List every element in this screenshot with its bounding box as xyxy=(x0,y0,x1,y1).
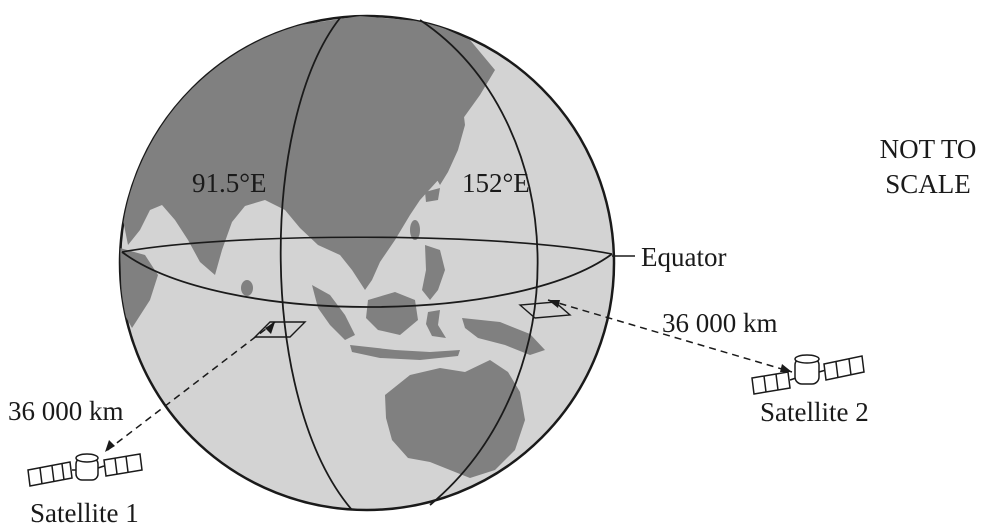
borneo xyxy=(366,292,418,335)
arrowhead-2-satellite xyxy=(780,364,792,372)
equator-line-front xyxy=(121,251,613,308)
arrowhead-1-globe xyxy=(265,322,275,334)
satellite-1-label: Satellite 1 xyxy=(30,498,139,528)
right-angle-marker-1 xyxy=(253,321,307,338)
japan-south xyxy=(425,188,440,202)
asia-landmass xyxy=(120,16,495,290)
new-guinea xyxy=(462,318,545,355)
distance-label-2: 36 000 km xyxy=(662,308,778,338)
right-angle-marker-2 xyxy=(518,301,572,319)
equator-label: Equator xyxy=(641,242,726,272)
arrowhead-1-satellite xyxy=(105,440,115,452)
not-to-scale-line1: NOT TO xyxy=(880,134,977,164)
meridian-91-5E xyxy=(279,17,353,511)
java xyxy=(350,345,460,360)
satellite-2-label: Satellite 2 xyxy=(760,397,869,427)
satellite-2-icon xyxy=(751,354,865,395)
satellite-2-panel-right xyxy=(823,355,865,381)
satellite-1-panel-left xyxy=(27,461,73,487)
satellite-2-panel-left xyxy=(751,371,791,395)
equator-line-back xyxy=(121,236,613,255)
sri-lanka xyxy=(241,280,253,296)
longitude-label-152E: 152°E xyxy=(462,168,530,198)
arrowhead-2-globe xyxy=(548,300,560,308)
sumatra xyxy=(312,285,355,340)
taiwan xyxy=(410,220,420,240)
sulawesi xyxy=(426,310,446,338)
satellite-1-icon xyxy=(27,453,143,487)
distance-line-2 xyxy=(547,299,793,373)
distance-label-1: 36 000 km xyxy=(8,396,124,426)
not-to-scale-line2: SCALE xyxy=(885,169,971,199)
japan xyxy=(436,95,465,185)
land-masses xyxy=(120,16,545,478)
philippines xyxy=(422,245,445,300)
australia xyxy=(385,360,525,478)
meridian-152E xyxy=(419,19,539,506)
longitude-label-91-5E: 91.5°E xyxy=(192,168,267,198)
satellite-1-panel-right xyxy=(103,453,143,477)
